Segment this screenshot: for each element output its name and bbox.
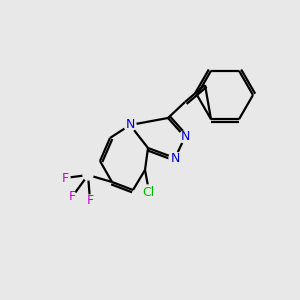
Circle shape bbox=[85, 195, 95, 205]
Circle shape bbox=[67, 192, 77, 202]
Text: Cl: Cl bbox=[142, 185, 154, 199]
Circle shape bbox=[141, 185, 155, 199]
Circle shape bbox=[124, 119, 136, 131]
Text: F: F bbox=[86, 194, 94, 206]
Circle shape bbox=[179, 131, 191, 143]
Circle shape bbox=[60, 173, 70, 183]
Circle shape bbox=[169, 152, 181, 164]
Text: N: N bbox=[170, 152, 180, 164]
Text: N: N bbox=[180, 130, 190, 143]
Text: F: F bbox=[68, 190, 76, 203]
Circle shape bbox=[83, 170, 93, 180]
Text: F: F bbox=[61, 172, 69, 184]
Text: N: N bbox=[125, 118, 135, 131]
